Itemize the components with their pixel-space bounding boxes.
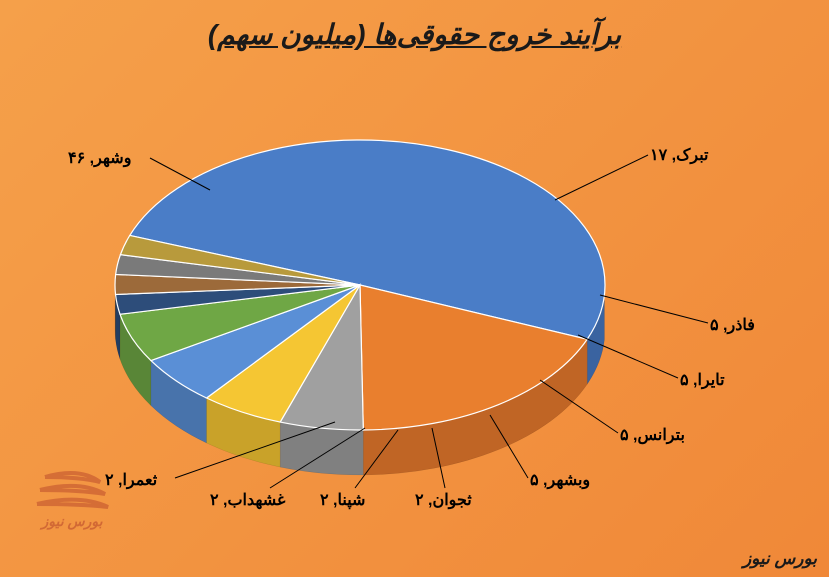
leader-line (555, 155, 648, 200)
pie-label: شپنا, ۲ (320, 490, 365, 510)
pie-label: بترانس, ۵ (620, 425, 685, 445)
footer-brand: بورس نیوز (743, 549, 817, 569)
pie-label: وشهر, ۴۶ (68, 148, 131, 168)
pie-label: غشهداب, ۲ (210, 490, 285, 510)
leader-line (600, 295, 708, 323)
pie-label: ثعمرا, ۲ (105, 470, 157, 490)
pie-label: تایرا, ۵ (680, 370, 725, 390)
pie-label: فاذر, ۵ (710, 315, 755, 335)
svg-text:بورس نیوز: بورس نیوز (40, 513, 104, 530)
pie-label: وبشهر, ۵ (530, 470, 590, 490)
pie-label: تبرک, ۱۷ (650, 145, 709, 165)
page-title: برآیند خروج حقوقی‌ها (میلیون سهم) (0, 18, 829, 51)
pie-label: ثجوان, ۲ (415, 490, 472, 510)
